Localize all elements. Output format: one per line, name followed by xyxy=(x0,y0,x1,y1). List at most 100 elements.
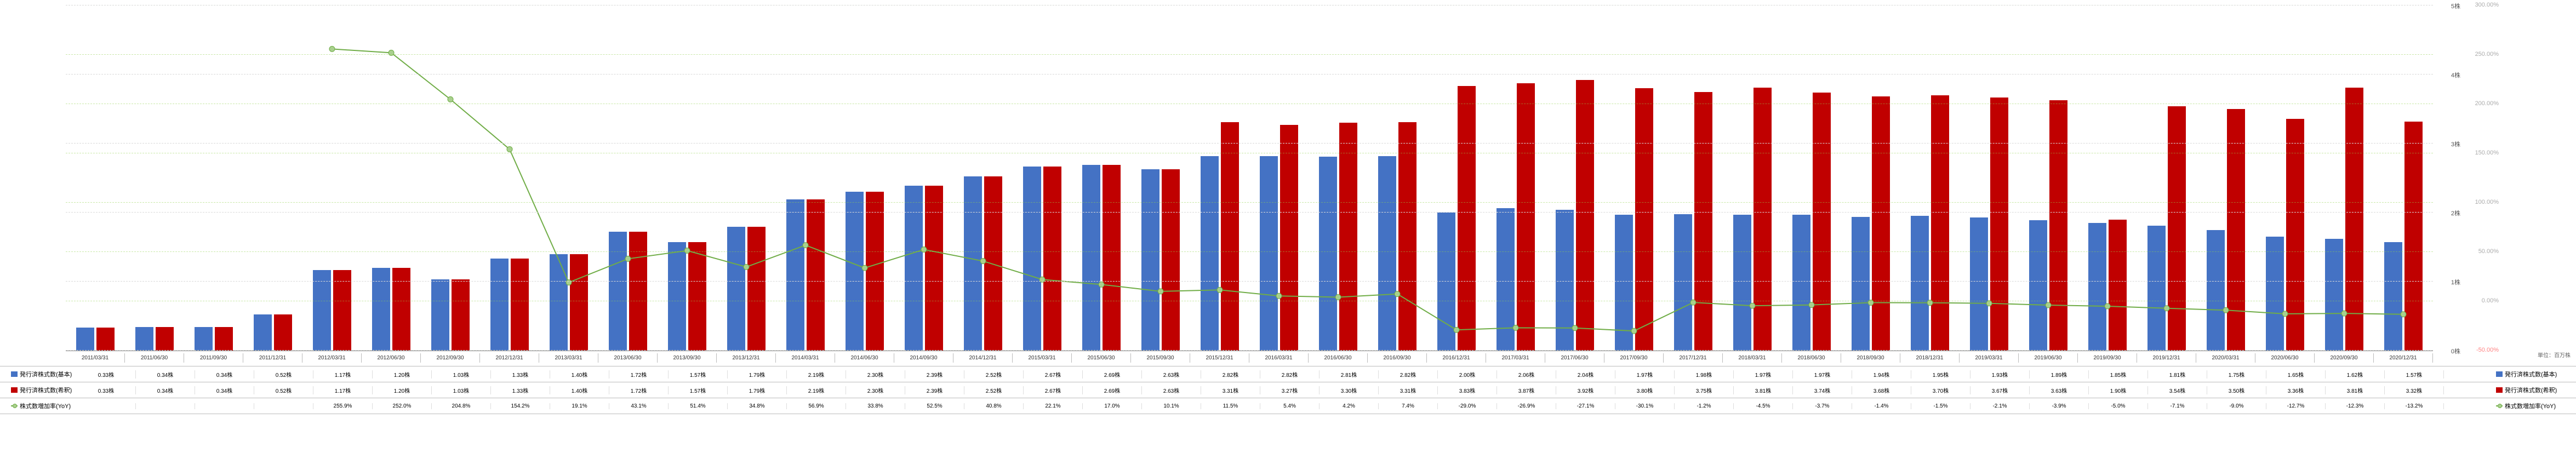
x-tick-label: 2017/09/30 xyxy=(1604,353,1664,363)
growth-line-layer xyxy=(66,5,2433,351)
cell: -26.9% xyxy=(1497,403,1556,409)
cell: -30.1% xyxy=(1615,403,1675,409)
cell: 1.75株 xyxy=(2207,370,2266,379)
cell: 1.33株 xyxy=(491,370,550,379)
cell xyxy=(195,403,254,409)
cell: 1.93株 xyxy=(1970,370,2030,379)
x-tick-label: 2016/03/31 xyxy=(1249,353,1309,363)
cell: -3.7% xyxy=(1793,403,1852,409)
x-tick-label: 2020/12/31 xyxy=(2374,353,2433,363)
cell: 1.79株 xyxy=(728,386,787,394)
row-cells-basic: 0.33株0.34株0.34株0.52株1.17株1.20株1.03株1.33株… xyxy=(77,370,2444,379)
x-tick-label: 2017/06/30 xyxy=(1545,353,1604,363)
cell: 3.75株 xyxy=(1675,386,1734,394)
cell: 1.40株 xyxy=(550,370,609,379)
cell: 3.36株 xyxy=(2266,386,2326,394)
cell: 1.03株 xyxy=(432,370,491,379)
cell: -12.7% xyxy=(2266,403,2326,409)
x-tick-label: 2012/06/30 xyxy=(362,353,421,363)
cell: 2.19株 xyxy=(787,370,846,379)
cell: 2.67株 xyxy=(1024,386,1083,394)
cell: 3.87株 xyxy=(1497,386,1556,394)
row-label-basic: 発行済株式数(基本) xyxy=(0,370,77,379)
cell: 3.31株 xyxy=(1201,386,1260,394)
cell: -1.4% xyxy=(1852,403,1911,409)
x-tick-label: 2018/09/30 xyxy=(1841,353,1900,363)
x-tick-label: 2015/03/31 xyxy=(1013,353,1072,363)
cell: 51.4% xyxy=(669,403,728,409)
cell: 3.54株 xyxy=(2148,386,2207,394)
cell: 3.30株 xyxy=(1320,386,1379,394)
x-tick-label: 2019/03/31 xyxy=(1960,353,2019,363)
cell: 1.57株 xyxy=(2385,370,2444,379)
cell: 1.90株 xyxy=(2089,386,2148,394)
cell: 7.4% xyxy=(1379,403,1438,409)
row-label-diluted: 発行済株式数(希釈) xyxy=(0,386,77,394)
cell: 0.34株 xyxy=(136,386,195,394)
cell xyxy=(136,403,195,409)
cell: -9.0% xyxy=(2207,403,2266,409)
table-row: 発行済株式数(基本) 0.33株0.34株0.34株0.52株1.17株1.20… xyxy=(0,366,2576,382)
row-cells-growth: 255.9%252.0%204.8%154.2%19.1%43.1%51.4%3… xyxy=(77,403,2444,409)
cell: 1.97株 xyxy=(1615,370,1675,379)
cell: 252.0% xyxy=(373,403,432,409)
cell: 3.67株 xyxy=(1970,386,2030,394)
x-tick-label: 2015/12/31 xyxy=(1190,353,1249,363)
cell: 3.80株 xyxy=(1615,386,1675,394)
legend-growth-label: 株式数増加率(YoY) xyxy=(2505,402,2556,410)
cell: 0.52株 xyxy=(254,370,313,379)
cell: 5.4% xyxy=(1260,403,1320,409)
x-tick-label: 2015/06/30 xyxy=(1072,353,1131,363)
legend-item: 発行済株式数(基本) xyxy=(2494,366,2576,382)
cell: 3.92株 xyxy=(1556,386,1615,394)
cell: 1.98株 xyxy=(1675,370,1734,379)
cell: 0.33株 xyxy=(77,370,136,379)
legend-item: 発行済株式数(希釈) xyxy=(2494,382,2576,398)
cell: 4.2% xyxy=(1320,403,1379,409)
row-label-growth: 株式数増加率(YoY) xyxy=(0,402,77,410)
cell: 3.68株 xyxy=(1852,386,1911,394)
bar-icon xyxy=(11,371,18,377)
legend-item: 株式数増加率(YoY) xyxy=(2494,398,2576,414)
cell: 1.33株 xyxy=(491,386,550,394)
cell xyxy=(254,403,313,409)
cell: 1.97株 xyxy=(1793,370,1852,379)
x-tick-label: 2020/03/31 xyxy=(2196,353,2255,363)
cell: 1.40株 xyxy=(550,386,609,394)
cell: 2.63株 xyxy=(1142,386,1201,394)
x-tick-label: 2011/03/31 xyxy=(66,353,125,363)
cell: 1.85株 xyxy=(2089,370,2148,379)
x-tick-label: 2012/09/30 xyxy=(421,353,480,363)
cell: 0.34株 xyxy=(136,370,195,379)
cell: 1.57株 xyxy=(669,370,728,379)
series-growth-label: 株式数増加率(YoY) xyxy=(20,402,71,410)
cell: -2.1% xyxy=(1970,403,2030,409)
cell: 1.89株 xyxy=(2030,370,2089,379)
x-tick-label: 2019/06/30 xyxy=(2019,353,2078,363)
line-icon xyxy=(2496,403,2503,409)
cell: 2.52株 xyxy=(964,386,1024,394)
cell: 1.81株 xyxy=(2148,370,2207,379)
cell: -4.5% xyxy=(1734,403,1793,409)
cell: 2.82株 xyxy=(1379,370,1438,379)
cell: 2.39株 xyxy=(905,370,964,379)
chart-container: -50.00%0.00%50.00%100.00%150.00%200.00%2… xyxy=(0,0,2576,470)
cell: 1.20株 xyxy=(373,370,432,379)
cell: 3.70株 xyxy=(1911,386,1970,394)
cell: 3.81株 xyxy=(2326,386,2385,394)
cell: 1.79株 xyxy=(728,370,787,379)
x-tick-label: 2015/09/30 xyxy=(1131,353,1190,363)
cell: 255.9% xyxy=(313,403,373,409)
x-tick-label: 2012/12/31 xyxy=(480,353,539,363)
x-axis: 2011/03/312011/06/302011/09/302011/12/31… xyxy=(66,353,2433,363)
line-icon xyxy=(11,403,18,409)
cell: 1.72株 xyxy=(609,370,669,379)
chart-plot-area: -50.00%0.00%50.00%100.00%150.00%200.00%2… xyxy=(66,5,2433,351)
legend-basic-label: 発行済株式数(基本) xyxy=(2505,370,2557,379)
cell: 1.72株 xyxy=(609,386,669,394)
cell: 22.1% xyxy=(1024,403,1083,409)
cell: 10.1% xyxy=(1142,403,1201,409)
cell: 2.30株 xyxy=(846,370,905,379)
cell: 1.57株 xyxy=(669,386,728,394)
cell: 1.94株 xyxy=(1852,370,1911,379)
